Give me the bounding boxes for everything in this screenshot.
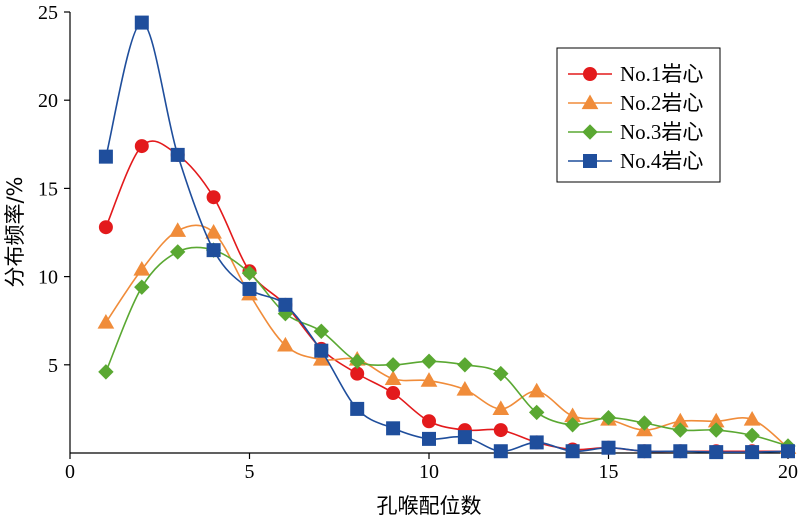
data-point	[673, 444, 688, 459]
data-point	[277, 336, 294, 352]
data-point	[492, 400, 510, 416]
data-point	[745, 445, 760, 460]
data-point	[97, 313, 115, 329]
legend-entry: No.2岩心	[568, 91, 703, 115]
data-point	[313, 323, 330, 339]
series-line	[105, 224, 789, 449]
series-line	[105, 246, 789, 447]
y-tick-label: 20	[38, 90, 58, 112]
data-point	[133, 261, 151, 276]
data-point	[206, 243, 221, 258]
x-tick-label: 0	[65, 461, 75, 483]
legend-label: No.2岩心	[620, 91, 703, 115]
data-point	[493, 365, 509, 382]
legend-entry: No.4岩心	[568, 149, 703, 173]
data-point	[98, 149, 113, 164]
series-1	[98, 139, 795, 459]
data-point	[528, 382, 546, 398]
data-point	[493, 423, 508, 438]
data-point	[422, 414, 436, 429]
data-point	[278, 297, 293, 312]
data-point	[456, 380, 474, 396]
data-point	[242, 281, 257, 296]
data-point	[528, 404, 545, 421]
series-layer	[97, 15, 797, 460]
data-point	[637, 444, 652, 459]
data-point	[420, 372, 438, 387]
legend-marker	[583, 67, 597, 81]
data-point	[98, 220, 113, 235]
data-point	[386, 421, 401, 436]
data-point	[312, 351, 330, 366]
data-point	[169, 244, 186, 260]
y-tick-label: 15	[38, 178, 58, 200]
data-point	[205, 223, 222, 239]
data-point	[600, 410, 617, 426]
legend-label: No.4岩心	[620, 149, 703, 173]
data-point	[565, 444, 580, 459]
x-tick-label: 20	[778, 461, 798, 483]
y-axis-title: 分布频率/%	[3, 176, 27, 287]
plot-area: 0 5 10 15 20 5 10 15 20 25	[38, 2, 798, 483]
x-tick-label: 10	[419, 461, 439, 483]
legend-marker	[582, 124, 598, 140]
data-point	[672, 422, 689, 438]
y-tick-label: 10	[38, 267, 58, 289]
legend-entry: No.1岩心	[568, 62, 703, 86]
data-point	[98, 364, 114, 380]
legend-items: No.1岩心 No.2岩心 No.3岩心 No.4岩心	[568, 62, 703, 173]
data-point	[350, 366, 365, 381]
y-tick-label: 5	[48, 355, 58, 377]
legend: No.1岩心 No.2岩心 No.3岩心 No.4岩心	[556, 47, 721, 183]
data-point	[708, 422, 724, 438]
data-point	[385, 357, 401, 373]
data-point	[170, 147, 185, 162]
series-2	[97, 222, 797, 454]
x-axis-title: 孔喉配位数	[377, 494, 482, 518]
data-point	[386, 386, 401, 401]
x-tick-label: 15	[599, 461, 619, 483]
data-point	[206, 190, 221, 205]
data-point	[134, 279, 150, 295]
data-point	[384, 370, 402, 386]
data-point	[529, 435, 544, 450]
data-point	[457, 357, 473, 373]
x-axis-ticks: 0 5 10 15 20	[65, 453, 798, 483]
series-line	[105, 140, 788, 453]
data-point	[493, 444, 508, 459]
legend-marker	[583, 154, 597, 168]
data-point	[636, 415, 653, 431]
data-point	[781, 444, 795, 459]
data-point	[421, 353, 437, 369]
data-point	[743, 410, 761, 426]
data-point	[601, 440, 616, 455]
data-point	[350, 401, 365, 416]
data-point	[169, 222, 187, 237]
y-axis-ticks: 5 10 15 20 25	[38, 2, 70, 377]
data-point	[134, 15, 149, 30]
data-point	[314, 343, 329, 358]
series-4	[98, 15, 795, 460]
data-point	[349, 353, 365, 369]
x-tick-label: 5	[245, 461, 255, 483]
y-tick-label: 25	[38, 2, 58, 24]
data-point	[422, 431, 436, 446]
data-point	[457, 430, 472, 445]
legend-entry: No.3岩心	[568, 120, 703, 144]
data-point	[241, 265, 258, 281]
data-point	[709, 445, 724, 460]
legend-label: No.3岩心	[620, 120, 703, 144]
data-point	[564, 417, 581, 433]
data-point	[744, 427, 760, 444]
legend-marker	[581, 94, 599, 110]
data-point	[134, 139, 149, 154]
legend-label: No.1岩心	[620, 62, 703, 86]
